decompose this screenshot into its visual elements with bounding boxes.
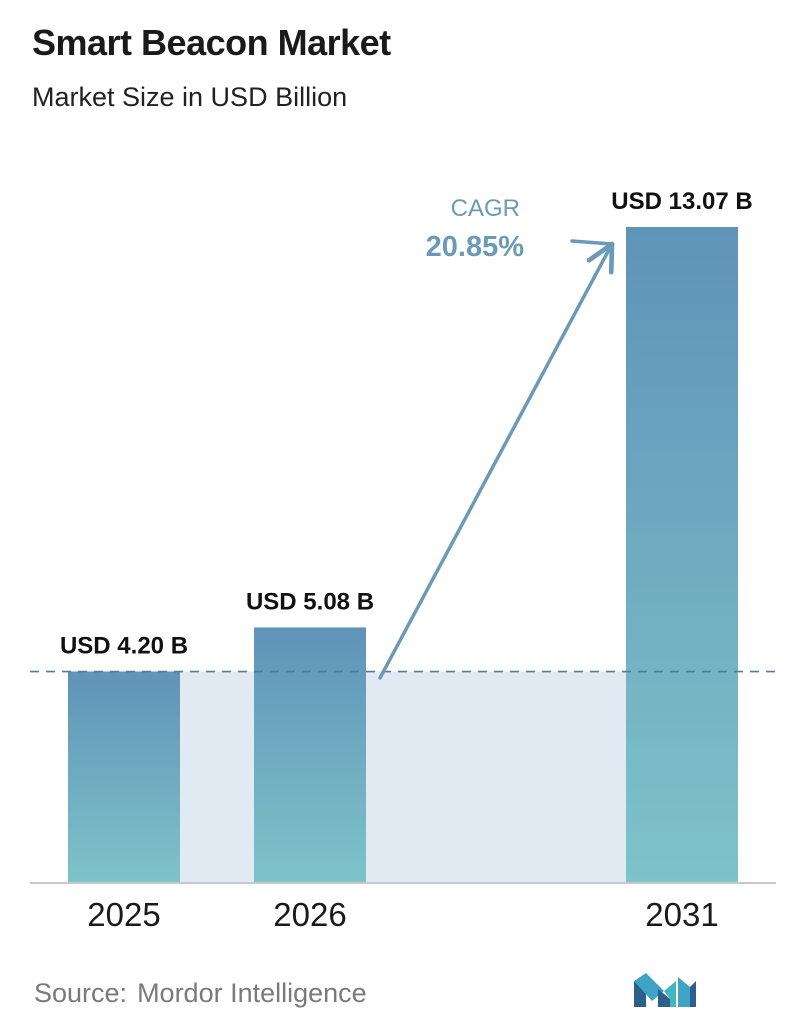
- cagr-label: CAGR: [451, 195, 520, 222]
- data-label-2026: USD 5.08 B: [246, 588, 374, 615]
- source-prefix: Source:: [34, 978, 128, 1008]
- mordor-intelligence-logo-icon: [634, 973, 696, 1007]
- source-line: Source: Mordor Intelligence: [34, 978, 377, 1009]
- reference-band: [180, 671, 626, 882]
- cagr-arrow-tail: [570, 239, 614, 246]
- bar-2031: [626, 227, 738, 882]
- bar-2025: [68, 671, 180, 882]
- source-name: Mordor Intelligence: [137, 978, 367, 1008]
- chart-title: Smart Beacon Market: [32, 22, 391, 63]
- cagr-value: 20.85%: [426, 231, 525, 263]
- x-tick-label-2031: 2031: [645, 896, 718, 933]
- bar-2026: [254, 627, 366, 882]
- x-tick-label-2026: 2026: [273, 896, 346, 933]
- data-label-2025: USD 4.20 B: [60, 633, 188, 660]
- data-label-2031: USD 13.07 B: [611, 188, 752, 215]
- bar-chart: USD 4.20 B 2025 USD 5.08 B 2026 USD 13.07 B 2…: [30, 188, 778, 933]
- chart-subtitle: Market Size in USD Billion: [32, 82, 348, 112]
- cagr-arrow: [378, 241, 615, 680]
- x-tick-label-2025: 2025: [87, 896, 160, 933]
